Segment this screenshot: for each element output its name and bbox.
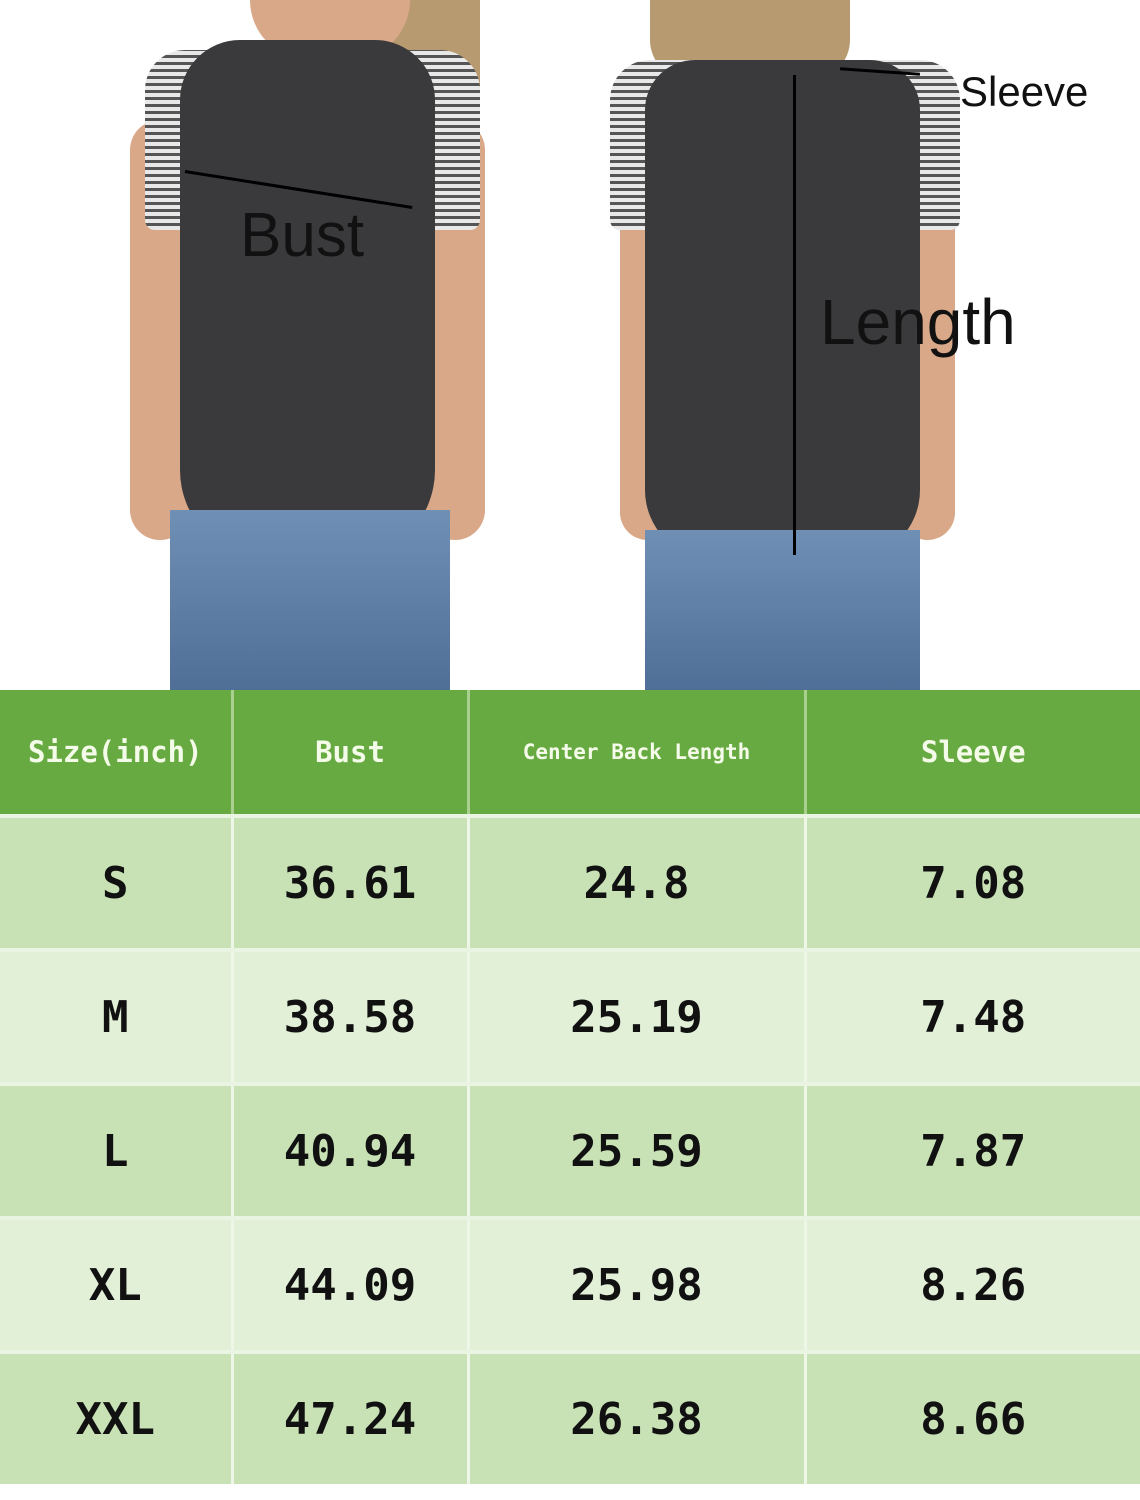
table-row: L 40.94 25.59 7.87 [0, 1082, 1140, 1218]
cell-sleeve: 8.26 [805, 1216, 1140, 1352]
cell-bust: 36.61 [232, 814, 470, 950]
cell-bust: 38.58 [232, 948, 470, 1084]
cell-sleeve: 7.48 [805, 948, 1140, 1084]
cell-sleeve: 8.66 [805, 1350, 1140, 1484]
cell-size: M [0, 948, 234, 1084]
cell-length: 25.19 [468, 948, 807, 1084]
bust-annotation: Bust [240, 201, 365, 270]
cell-size: XXL [0, 1350, 234, 1484]
front-model-photo: Bust [0, 0, 570, 690]
cell-size: S [0, 814, 234, 950]
back-model-photo: Sleeve Length [570, 0, 1140, 690]
cell-size: L [0, 1082, 234, 1218]
header-bust: Bust [232, 690, 470, 816]
table-row: XL 44.09 25.98 8.26 [0, 1216, 1140, 1352]
table-row: XXL 47.24 26.38 8.66 [0, 1350, 1140, 1484]
cell-length: 26.38 [468, 1350, 807, 1484]
cell-length: 25.59 [468, 1082, 807, 1218]
sleeve-annotation: Sleeve [960, 68, 1089, 115]
cell-bust: 47.24 [232, 1350, 470, 1484]
size-table: Size(inch) Bust Center Back Length Sleev… [0, 690, 1140, 1484]
table-row: M 38.58 25.19 7.48 [0, 948, 1140, 1084]
cell-bust: 44.09 [232, 1216, 470, 1352]
cell-sleeve: 7.08 [805, 814, 1140, 950]
header-size: Size(inch) [0, 690, 234, 816]
cell-length: 25.98 [468, 1216, 807, 1352]
header-sleeve: Sleeve [805, 690, 1140, 816]
header-length: Center Back Length [468, 690, 807, 816]
cell-length: 24.8 [468, 814, 807, 950]
length-annotation: Length [820, 286, 1016, 358]
cell-size: XL [0, 1216, 234, 1352]
cell-sleeve: 7.87 [805, 1082, 1140, 1218]
table-row: S 36.61 24.8 7.08 [0, 814, 1140, 950]
header-row: Size(inch) Bust Center Back Length Sleev… [0, 690, 1140, 816]
cell-bust: 40.94 [232, 1082, 470, 1218]
